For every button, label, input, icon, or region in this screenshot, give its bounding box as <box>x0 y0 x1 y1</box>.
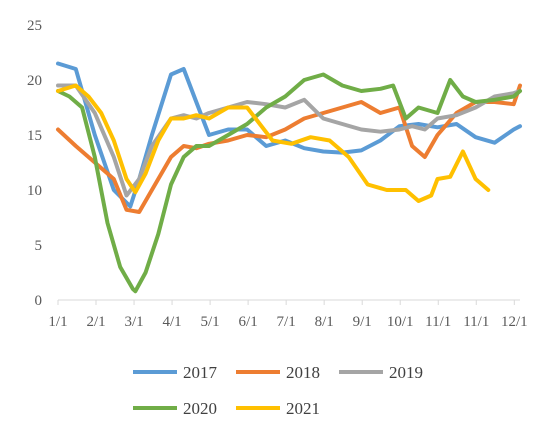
y-axis-ticks: 0 5 10 15 20 25 <box>27 18 42 309</box>
x-tick-label: 4/1 <box>162 314 181 330</box>
y-tick-label: 10 <box>27 183 42 199</box>
series-line-2019 <box>56 83 522 198</box>
y-tick-label: 20 <box>27 73 42 89</box>
series-line-2021 <box>56 83 491 203</box>
x-tick-label: 7/1 <box>277 314 296 330</box>
series-line-2020 <box>56 72 522 294</box>
legend-label-2019: 2019 <box>389 363 423 382</box>
legend-label-2018: 2018 <box>286 363 320 382</box>
x-tick-label: 9/1 <box>353 314 372 330</box>
x-tick-label: 12/1 <box>501 314 528 330</box>
x-tick-label: 8/1 <box>315 314 334 330</box>
x-tick-label: 3/1 <box>124 314 143 330</box>
x-tick-label: 5/1 <box>201 314 220 330</box>
x-tick-label: 10/1 <box>387 314 414 330</box>
x-tick-label: 2/1 <box>86 314 105 330</box>
x-axis-ticks: 1/1 2/1 3/1 4/1 5/1 6/1 7/1 8/1 9/1 10/1 11/1 11/1 1… <box>48 300 528 330</box>
series-lines <box>56 61 522 294</box>
x-tick-label: 1/1 <box>48 314 67 330</box>
x-tick-label: 11/1 <box>463 314 489 330</box>
legend: 2017 2018 2019 2020 2021 <box>133 363 423 418</box>
y-tick-label: 25 <box>27 18 42 34</box>
y-tick-label: 0 <box>35 293 43 309</box>
x-tick-label: 6/1 <box>239 314 258 330</box>
series-line-2018 <box>56 83 522 214</box>
legend-label-2021: 2021 <box>286 399 320 418</box>
legend-label-2020: 2020 <box>183 399 217 418</box>
legend-label-2017: 2017 <box>183 363 218 382</box>
y-tick-label: 15 <box>27 128 42 144</box>
x-tick-label: 11/1 <box>425 314 451 330</box>
y-tick-label: 5 <box>35 238 43 254</box>
series-line-2017 <box>56 61 522 209</box>
